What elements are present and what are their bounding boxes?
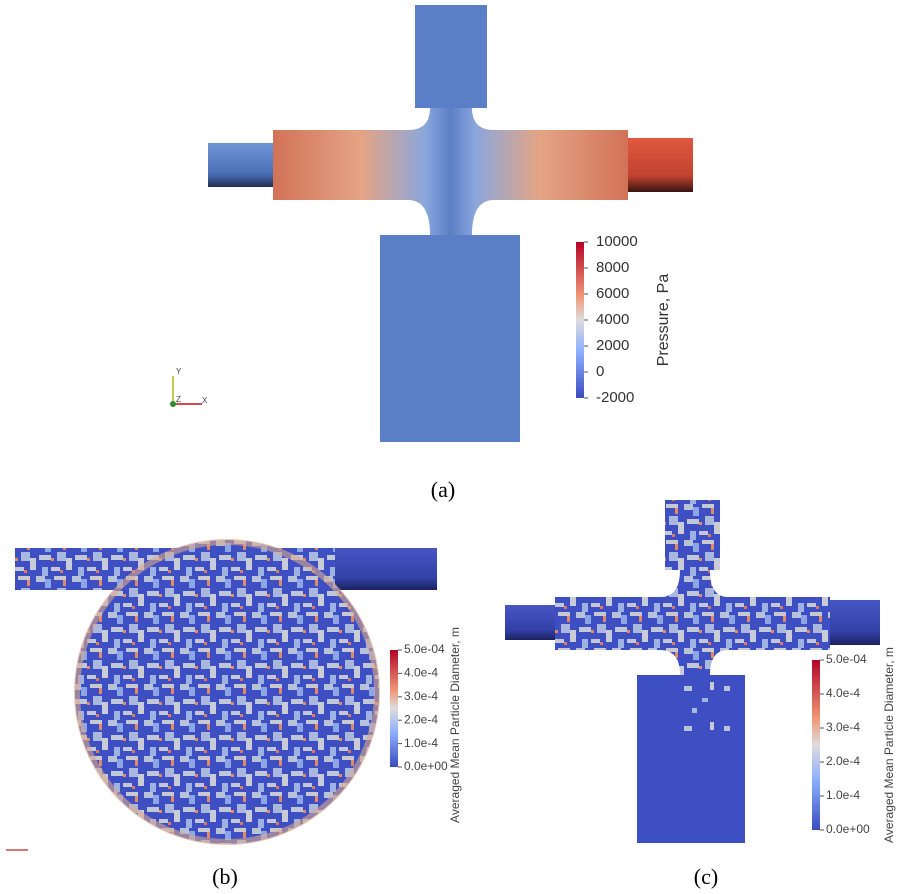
colorbar-tick-label: 5.0e-04 <box>826 652 867 666</box>
colorbar-tick-label: 0 <box>596 363 604 380</box>
colorbar-title: Pressure, Pa <box>655 274 672 367</box>
colorbar-tick-label: 4000 <box>596 311 629 328</box>
colorbar-tick-label: 4.0e-4 <box>826 686 860 700</box>
colorbar-tick-label: 1.0e-4 <box>826 788 860 802</box>
colorbar-tick-label: 2000 <box>596 337 629 354</box>
colorbar-tick-label: 2.0e-4 <box>404 712 438 726</box>
panel-label: (a) <box>431 477 455 502</box>
colorbar-tick-label: 2.0e-4 <box>826 754 860 768</box>
colorbar-tick-label: 6000 <box>596 285 629 302</box>
panel-label: (c) <box>694 864 718 889</box>
particle-geometry-c <box>505 500 880 843</box>
panel-label: (b) <box>212 864 238 889</box>
colorbar <box>812 660 820 830</box>
colorbar-tick-label: 3.0e-4 <box>404 689 438 703</box>
particle-geometry-b <box>15 540 437 844</box>
axis-label: X <box>202 396 208 405</box>
colorbar-title: Averaged Mean Particle Diameter, m <box>448 627 462 823</box>
colorbar-tick-label: 3.0e-4 <box>826 720 860 734</box>
colorbar-tick-label: 5.0e-04 <box>404 642 445 656</box>
colorbar-tick-label: 4.0e-4 <box>404 666 438 680</box>
axis-triad: Y Z X <box>170 367 208 407</box>
axis-label: Y <box>176 367 182 376</box>
colorbar-tick-label: 8000 <box>596 259 629 276</box>
colorbar <box>576 242 584 398</box>
colorbar-tick-label: 10000 <box>596 233 638 250</box>
colorbar-tick-label: 0.0e+00 <box>826 822 870 836</box>
colorbar-tick-label: 0.0e+00 <box>404 759 448 773</box>
figure: Pressure, Pa Y Z X (a) Averaged Mean Par… <box>0 0 904 894</box>
colorbar-tick-label: -2000 <box>596 389 634 406</box>
colorbar-tick-label: 1.0e-4 <box>404 736 438 750</box>
colorbar-title: Averaged Mean Particle Diameter, m <box>882 647 896 843</box>
pressure-geometry <box>208 5 693 442</box>
colorbar <box>390 650 398 767</box>
axis-label: Z <box>176 395 181 404</box>
